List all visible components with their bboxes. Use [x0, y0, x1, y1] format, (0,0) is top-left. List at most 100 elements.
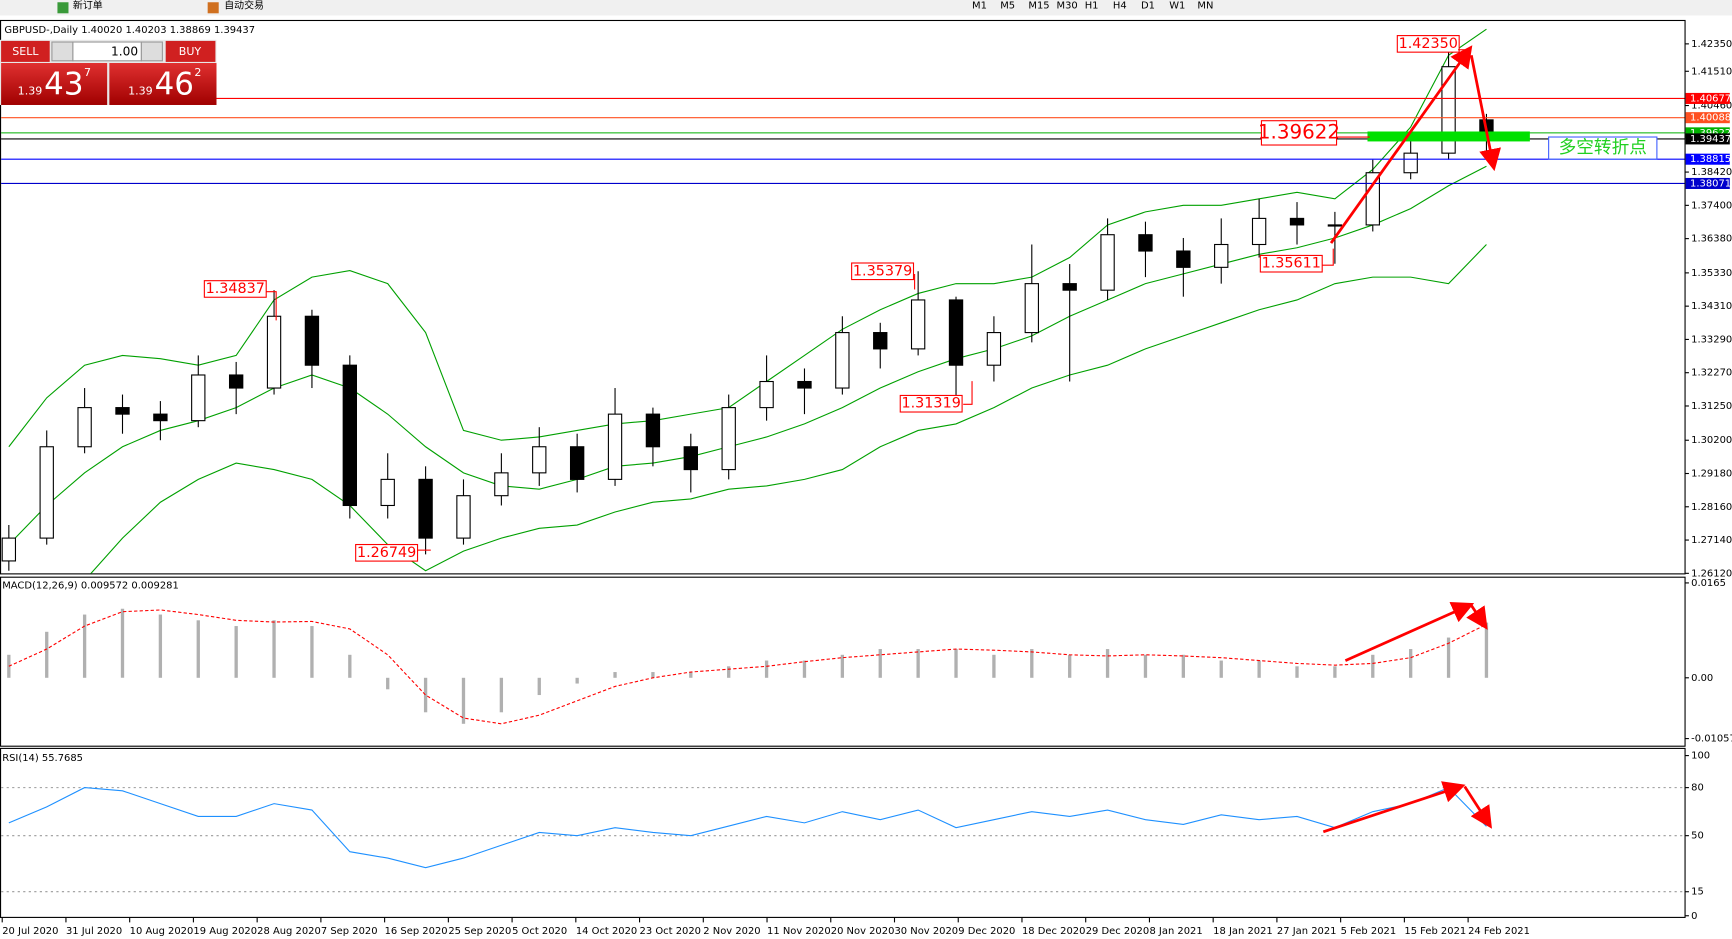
x-tick-label: 23 Oct 2020 [640, 926, 701, 937]
x-tick-label: 27 Jan 2021 [1277, 926, 1337, 937]
y-tick-label: 0.00 [1691, 673, 1713, 684]
timeframe[interactable]: W1 [1169, 1, 1185, 12]
y-tick-label: 1.38420 [1691, 167, 1732, 178]
arrows [1322, 45, 1501, 834]
level-label: 1.39622 [1690, 128, 1731, 139]
bollinger-middle [8, 165, 1487, 546]
y-tick-label: 0.0165 [1691, 578, 1726, 589]
timeframe[interactable]: H1 [1085, 1, 1099, 12]
y-tick-label: 1.26120 [1691, 568, 1732, 579]
y-tick-label: 1.36380 [1691, 234, 1732, 245]
sell-label[interactable]: SELL [12, 45, 39, 58]
annotation-label: 1.31319 [902, 396, 961, 412]
x-tick-label: 11 Nov 2020 [767, 926, 831, 937]
note: 多空转折点 [1559, 137, 1647, 158]
icon[interactable] [57, 2, 69, 14]
x-tick-label: 19 Aug 2020 [193, 926, 257, 937]
sell-quote[interactable] [1, 63, 108, 105]
x-tick-label: 8 Jan 2021 [1149, 926, 1202, 937]
x-tick-label: 28 Aug 2020 [257, 926, 321, 937]
y-tick-label: 1.37400 [1691, 200, 1732, 211]
timeframe[interactable]: M30 [1057, 1, 1078, 12]
y-tick-label: 1.33290 [1691, 334, 1732, 345]
x-tick-label: 20 Jul 2020 [2, 926, 58, 937]
y-tick-label: 1.30200 [1691, 435, 1732, 446]
timeframe[interactable]: M1 [972, 1, 987, 12]
lot-down[interactable] [51, 41, 74, 62]
candle-body [1214, 243, 1229, 268]
lot-up[interactable] [140, 41, 163, 62]
annotation-label: 1.39622 [1258, 120, 1340, 143]
x-tick-label: 29 Dec 2020 [1086, 926, 1149, 937]
level-tag [1685, 92, 1730, 104]
toolbar-button[interactable]: 新订单 [73, 0, 103, 12]
sell-button[interactable] [1, 40, 50, 62]
candle-body [266, 315, 282, 389]
icon[interactable] [207, 2, 219, 14]
candle-body [645, 413, 661, 448]
x-tick-label: 18 Jan 2021 [1213, 926, 1273, 937]
y-tick-label: 1.28160 [1691, 502, 1732, 513]
x-tick-label: 14 Oct 2020 [576, 926, 637, 937]
annotation-box [1259, 254, 1323, 273]
annotation-box [899, 394, 963, 413]
x-tick-label: 7 Sep 2020 [321, 926, 378, 937]
candle-body [153, 413, 168, 422]
x-tick-label: 10 Aug 2020 [130, 926, 194, 937]
candle-body [1024, 283, 1039, 334]
signal-line [8, 609, 1487, 725]
level-label: 1.38815 [1690, 154, 1731, 165]
candle-body [1100, 234, 1115, 291]
toolbar-button[interactable]: 自动交易 [224, 0, 264, 12]
timeframe[interactable]: H4 [1113, 1, 1127, 12]
candle-body [532, 446, 547, 474]
annotation-label: 1.35611 [1262, 256, 1321, 272]
bollinger-lower [90, 244, 1487, 574]
annotation-label: 1.35379 [853, 263, 912, 279]
x-tick-label: 16 Sep 2020 [385, 926, 448, 937]
candle-body [1176, 250, 1191, 268]
y-tick-label: -0.010571 [1691, 734, 1732, 745]
x-tick-label: 20 Nov 2020 [831, 926, 895, 937]
candle-body [380, 478, 395, 507]
buy-quote[interactable] [109, 63, 217, 105]
candle-body [304, 315, 320, 366]
sell-main: 43 [44, 67, 83, 103]
sell-prefix: 1.39 [18, 85, 43, 98]
x-tick-label: 2 Nov 2020 [703, 926, 760, 937]
y-tick-label: 1.42350 [1691, 39, 1732, 50]
timeframe[interactable]: M15 [1028, 1, 1049, 12]
level-tag [1685, 127, 1730, 139]
candle-body [1251, 217, 1267, 246]
macd-frame [0, 576, 1686, 747]
annotation-box [1396, 35, 1460, 53]
rsi-title: RSI(14) 55.7685 [2, 753, 83, 764]
candle-body [77, 407, 92, 448]
x-tick-label: 5 Feb 2021 [1341, 926, 1397, 937]
candle-body [1365, 172, 1380, 226]
lots[interactable]: 1.00 [111, 44, 138, 58]
rsi-line [8, 786, 1487, 869]
level-tag [1685, 112, 1730, 124]
y-tick-label: 0 [1691, 911, 1697, 922]
buy-button[interactable] [165, 40, 216, 62]
x-tick-label: 30 Nov 2020 [894, 926, 958, 937]
buy-label[interactable]: BUY [179, 45, 202, 58]
timeframe[interactable]: MN [1197, 1, 1213, 12]
timeframe[interactable]: D1 [1141, 1, 1155, 12]
macd-title: MACD(12,26,9) 0.009572 0.009281 [2, 580, 179, 591]
buy-small: 2 [194, 66, 201, 79]
y-tick-label: 1.41510 [1691, 66, 1732, 77]
y-tick-label: 1.29180 [1691, 469, 1732, 480]
y-tick-label: 1.27140 [1691, 535, 1732, 546]
candle-body [494, 472, 509, 497]
candle-body [986, 332, 1002, 366]
x-tick-label: 15 Feb 2021 [1404, 926, 1466, 937]
candle-body [39, 446, 54, 539]
candle-body [948, 299, 964, 366]
x-tick-label: 25 Sep 2020 [448, 926, 511, 937]
timeframe[interactable]: M5 [1000, 1, 1015, 12]
highlight-bar [1367, 131, 1530, 142]
timeframes: M1 M5 M15 M30 H1 H4 D1 W1 MN [972, 1, 1213, 12]
level-tag [1685, 177, 1730, 189]
